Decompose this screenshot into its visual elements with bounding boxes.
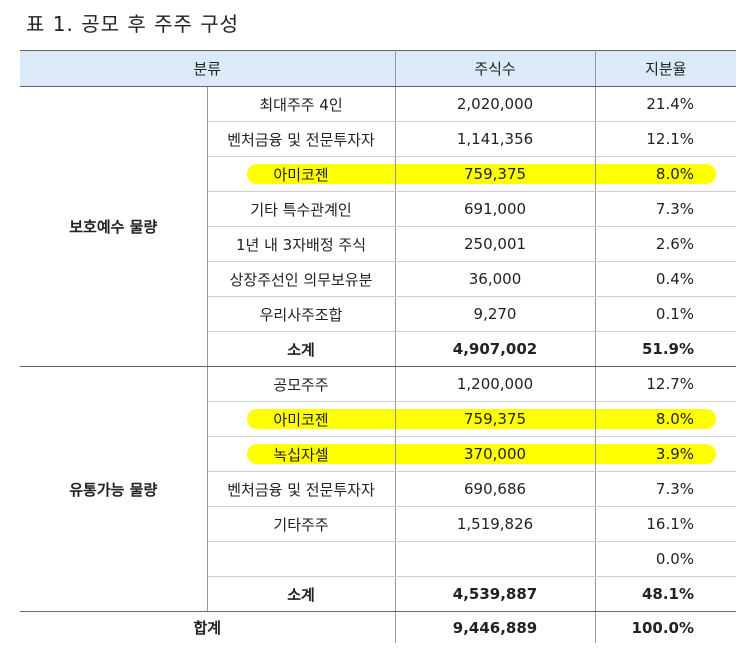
row-name: 아미코젠 — [207, 401, 396, 437]
row-shares: 36,000 — [395, 261, 596, 297]
table-wrap: 분류 주식수 지분율 보호예수 물량 최대주주 4인 2,020,000 21.4% 벤… — [20, 50, 736, 643]
subtotal-ratio: 48.1% — [595, 576, 736, 612]
data-row: 1년 내 3자배정 주식 250,001 2.6% — [20, 226, 736, 262]
row-ratio: 8.0% — [595, 156, 736, 192]
row-shares: 2,020,000 — [395, 86, 596, 122]
subtotal-shares: 4,907,002 — [395, 331, 596, 367]
subtotal-ratio: 51.9% — [595, 331, 736, 367]
subtotal-row: 소계 4,907,002 51.9% — [20, 331, 736, 367]
row-ratio: 16.1% — [595, 506, 736, 542]
row-name: 최대주주 4인 — [207, 86, 396, 122]
row-ratio: 21.4% — [595, 86, 736, 122]
row-shares: 250,001 — [395, 226, 596, 262]
row-name: 벤처금융 및 전문투자자 — [207, 471, 396, 507]
row-ratio: 12.1% — [595, 121, 736, 157]
data-row: 아미코젠 759,375 8.0% — [20, 156, 736, 192]
total-shares: 9,446,889 — [395, 611, 596, 643]
row-name: 1년 내 3자배정 주식 — [207, 226, 396, 262]
row-name: 벤처금융 및 전문투자자 — [207, 121, 396, 157]
data-row: 벤처금융 및 전문투자자 1,141,356 12.1% — [20, 121, 736, 157]
row-name: 녹십자셀 — [207, 436, 396, 472]
row-ratio: 3.9% — [595, 436, 736, 472]
subtotal-shares: 4,539,887 — [395, 576, 596, 612]
row-ratio: 8.0% — [595, 401, 736, 437]
header-cell: 주식수 — [395, 50, 596, 87]
row-shares: 759,375 — [395, 156, 596, 192]
data-row: 보호예수 물량 최대주주 4인 2,020,000 21.4% — [20, 86, 736, 367]
data-row: 0.0% — [20, 541, 736, 577]
row-ratio: 0.1% — [595, 296, 736, 332]
row-ratio: 2.6% — [595, 226, 736, 262]
data-row: 유통가능 물량 공모주주 1,200,000 12.7% — [20, 366, 736, 612]
data-row: 기타주주 1,519,826 16.1% — [20, 506, 736, 542]
row-ratio: 0.4% — [595, 261, 736, 297]
data-row: 기타 특수관계인 691,000 7.3% — [20, 191, 736, 227]
row-name: 기타주주 — [207, 506, 396, 542]
group-label: 보호예수 물량 — [20, 86, 208, 367]
row-name: 우리사주조합 — [207, 296, 396, 332]
row-shares: 1,519,826 — [395, 506, 596, 542]
total-label: 합계 — [20, 611, 396, 643]
total-row: 합계 9,446,889 100.0% — [20, 611, 736, 643]
row-ratio: 7.3% — [595, 191, 736, 227]
row-name: 아미코젠 — [207, 156, 396, 192]
row-shares: 370,000 — [395, 436, 596, 472]
row-ratio: 0.0% — [595, 541, 736, 577]
header-cell: 지분율 — [595, 50, 736, 87]
row-shares: 759,375 — [395, 401, 596, 437]
header-row: 분류 주식수 지분율 — [20, 50, 736, 87]
subtotal-row: 소계 4,539,887 48.1% — [20, 576, 736, 612]
data-row: 녹십자셀 370,000 3.9% — [20, 436, 736, 472]
group-label: 유통가능 물량 — [20, 366, 208, 612]
table-title: 표 1. 공모 후 주주 구성 — [26, 12, 240, 36]
header-cell: 분류 — [20, 50, 396, 87]
row-shares: 690,686 — [395, 471, 596, 507]
data-row: 아미코젠 759,375 8.0% — [20, 401, 736, 437]
row-shares: 1,200,000 — [395, 366, 596, 402]
row-shares: 691,000 — [395, 191, 596, 227]
row-name: 공모주주 — [207, 366, 396, 402]
row-shares: 1,141,356 — [395, 121, 596, 157]
row-name — [207, 541, 396, 577]
row-shares: 9,270 — [395, 296, 596, 332]
row-shares — [395, 541, 596, 577]
row-ratio: 7.3% — [595, 471, 736, 507]
data-row: 상장주선인 의무보유분 36,000 0.4% — [20, 261, 736, 297]
data-row: 벤처금융 및 전문투자자 690,686 7.3% — [20, 471, 736, 507]
row-name: 기타 특수관계인 — [207, 191, 396, 227]
row-name: 상장주선인 의무보유분 — [207, 261, 396, 297]
total-ratio: 100.0% — [631, 618, 695, 637]
subtotal-label: 소계 — [207, 331, 396, 367]
share-table: 분류 주식수 지분율 보호예수 물량 최대주주 4인 2,020,000 21.4% 벤… — [20, 50, 736, 643]
subtotal-label: 소계 — [207, 576, 396, 612]
row-ratio: 12.7% — [595, 366, 736, 402]
data-row: 우리사주조합 9,270 0.1% — [20, 296, 736, 332]
